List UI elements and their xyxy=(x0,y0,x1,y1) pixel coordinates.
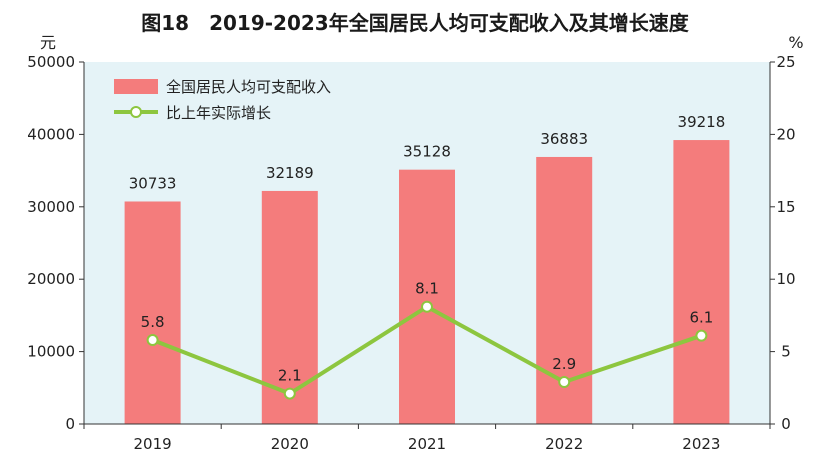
bar-value-label: 39218 xyxy=(678,113,726,131)
line-value-label: 8.1 xyxy=(415,280,439,298)
bar-2019 xyxy=(124,201,181,424)
right-tick-label: 20 xyxy=(776,125,795,143)
bar-value-label: 36883 xyxy=(540,130,588,148)
growth-point-2019 xyxy=(146,334,159,347)
right-tick-label: 5 xyxy=(781,343,791,361)
legend-line-marker xyxy=(130,106,142,118)
right-tick-label: 15 xyxy=(776,198,795,216)
legend: 全国居民人均可支配收入 比上年实际增长 xyxy=(114,78,331,122)
data-labels-group: 30733 32189 35128 36883 39218 5.8 2.1 8.1 2.9 6.1 xyxy=(129,113,726,385)
right-axis-unit: % xyxy=(788,33,803,52)
left-tick-label: 40000 xyxy=(27,125,75,143)
line-value-label: 5.8 xyxy=(141,313,165,331)
legend-bar-label: 全国居民人均可支配收入 xyxy=(166,78,331,96)
legend-bar-swatch xyxy=(114,79,158,94)
growth-point-2022 xyxy=(558,376,571,389)
left-axis-unit: 元 xyxy=(40,33,56,52)
left-tick-label: 0 xyxy=(65,415,75,433)
x-tick-label: 2022 xyxy=(545,435,583,453)
x-tick-label: 2020 xyxy=(271,435,309,453)
bar-value-label: 35128 xyxy=(403,143,451,161)
line-value-label: 2.9 xyxy=(552,355,576,373)
growth-point-2020 xyxy=(283,387,296,400)
chart-title: 图18 2019-2023年全国居民人均可支配收入及其增长速度 xyxy=(141,11,689,35)
legend-line-label: 比上年实际增长 xyxy=(166,104,271,122)
left-tick-label: 50000 xyxy=(27,53,75,71)
line-series-group xyxy=(146,300,708,400)
line-value-label: 6.1 xyxy=(689,309,713,327)
growth-point-2023 xyxy=(695,329,708,342)
bar-2023 xyxy=(673,140,730,424)
left-tick-label: 30000 xyxy=(27,198,75,216)
right-tick-label: 10 xyxy=(776,270,795,288)
axes-group: 0 10000 20000 30000 40000 50000 0 5 10 15 20 25 2019… xyxy=(27,53,795,453)
left-tick-label: 20000 xyxy=(27,270,75,288)
right-tick-label: 25 xyxy=(776,53,795,71)
line-value-label: 2.1 xyxy=(278,367,302,385)
bar-value-label: 32189 xyxy=(266,164,314,182)
x-tick-label: 2019 xyxy=(134,435,172,453)
bar-value-label: 30733 xyxy=(129,174,177,192)
bar-2021 xyxy=(399,169,455,424)
growth-point-2021 xyxy=(421,300,433,313)
right-tick-label: 0 xyxy=(781,415,791,433)
x-tick-label: 2023 xyxy=(682,435,720,453)
left-tick-label: 10000 xyxy=(27,343,75,361)
x-tick-label: 2021 xyxy=(408,435,446,453)
